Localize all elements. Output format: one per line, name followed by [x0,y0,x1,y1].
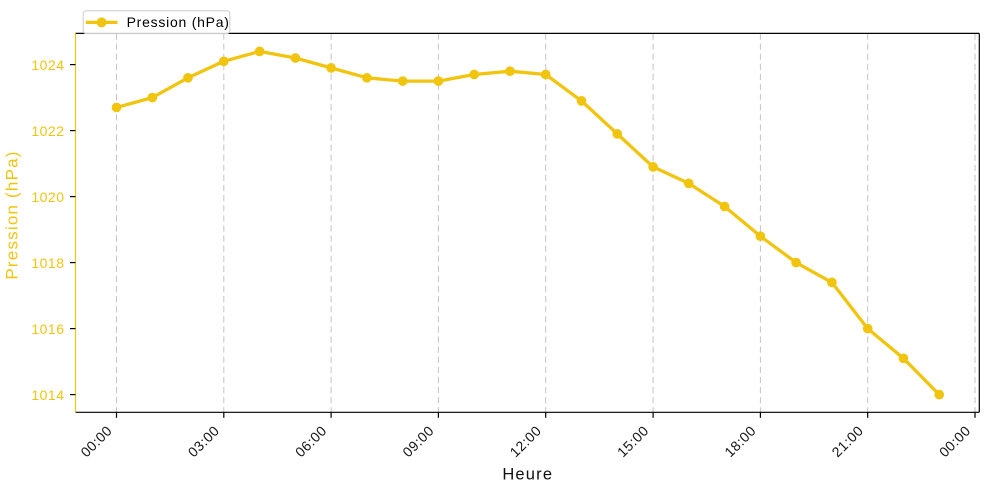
svg-text:1024: 1024 [31,57,64,73]
svg-text:1022: 1022 [31,123,64,139]
svg-text:Pression (hPa): Pression (hPa) [127,14,230,30]
svg-text:1018: 1018 [31,255,64,271]
svg-text:Pression (hPa): Pression (hPa) [3,150,22,279]
svg-text:1020: 1020 [31,189,64,205]
svg-text:1016: 1016 [31,321,64,337]
svg-text:Heure: Heure [502,466,553,484]
svg-text:1014: 1014 [31,387,64,403]
